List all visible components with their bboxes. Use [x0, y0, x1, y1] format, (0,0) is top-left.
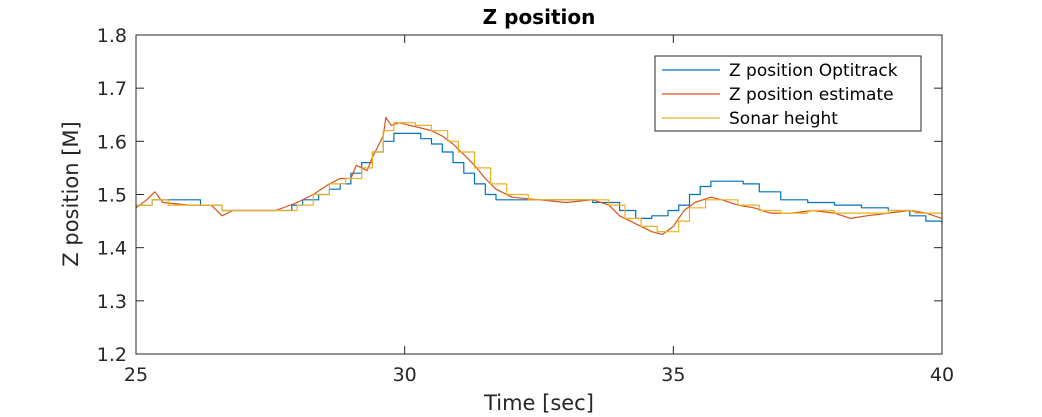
x-tick-label: 35 [661, 364, 685, 386]
series-line-optitrack [136, 132, 943, 224]
series-layer [135, 116, 943, 235]
y-tick-label: 1.2 [97, 344, 127, 366]
legend-label-estimate: Z position estimate [729, 85, 894, 105]
y-tick-label: 1.5 [97, 185, 127, 207]
ticks-layer: 25 30 35 40 1.2 1.3 1.4 1.5 1.6 1.7 1.8 [97, 25, 954, 386]
plot-frame [135, 34, 943, 355]
x-axis-label: Time [sec] [483, 391, 594, 415]
y-tick-label: 1.6 [97, 131, 127, 153]
series-line-sonar [136, 122, 943, 233]
y-tick-label: 1.8 [97, 25, 127, 47]
x-tick-label: 25 [124, 364, 148, 386]
x-tick-label: 40 [930, 364, 954, 386]
y-tick-label: 1.4 [97, 238, 127, 260]
y-tick-label: 1.7 [97, 78, 127, 100]
legend: Z position Optitrack Z position estimate… [654, 55, 922, 132]
chart-title: Z position [483, 5, 596, 29]
legend-label-optitrack: Z position Optitrack [729, 61, 898, 81]
legend-label-sonar: Sonar height [729, 109, 838, 129]
y-tick-label: 1.3 [97, 291, 127, 313]
y-axis-label: Z position [M] [59, 121, 83, 266]
x-tick-label: 30 [393, 364, 417, 386]
